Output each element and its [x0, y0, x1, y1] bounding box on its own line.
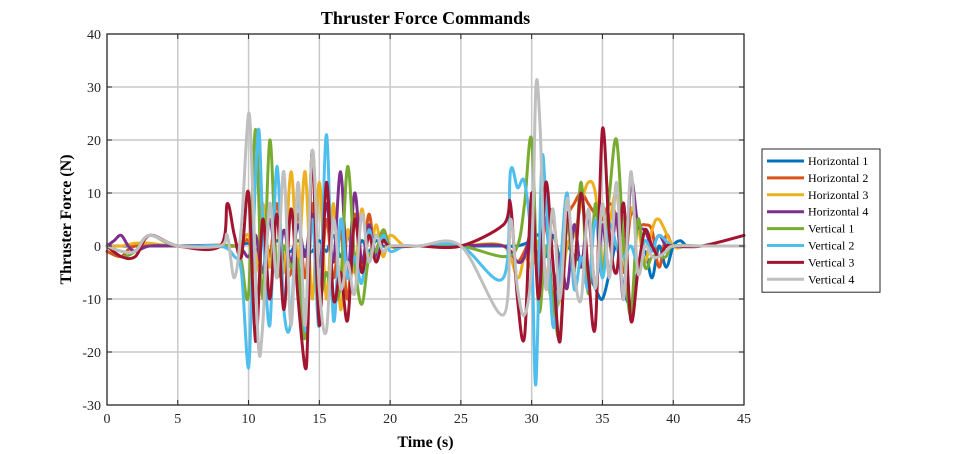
x-tick-label: 10: [242, 412, 256, 427]
x-tick-label: 15: [312, 412, 326, 427]
y-tick-label: 0: [94, 240, 101, 255]
x-tick-label: 45: [737, 412, 751, 427]
ticks: 0 5 10 15 20 25 30 35 40 45 -30 -20 -10 0 10 20 30 40: [82, 28, 751, 427]
series-line-vertical-2: [105, 127, 746, 387]
x-tick-label: 0: [104, 412, 111, 427]
legend-label: Vertical 2: [808, 239, 854, 253]
x-axis-label: Time (s): [397, 434, 453, 451]
x-tick-label: 25: [454, 412, 468, 427]
series-line-vertical-4: [105, 78, 746, 358]
y-tick-label: 40: [87, 28, 101, 43]
legend-label: Horizontal 3: [808, 188, 868, 202]
x-tick-label: 35: [595, 412, 609, 427]
x-tick-label: 30: [525, 412, 539, 427]
y-tick-label: 10: [87, 187, 101, 202]
y-tick-label: 20: [87, 134, 101, 149]
legend: Horizontal 1 Horizontal 2 Horizontal 3 Hori…: [761, 148, 881, 293]
x-tick-label: 5: [174, 412, 181, 427]
series-layer: [105, 78, 746, 387]
y-tick-label: -10: [82, 293, 101, 308]
legend-box: [761, 148, 881, 293]
y-tick-label: -30: [82, 399, 101, 414]
y-tick-label: 30: [87, 81, 101, 96]
legend-label: Vertical 1: [808, 222, 854, 236]
x-tick-label: 40: [666, 412, 680, 427]
series-line-vertical-3: [105, 126, 746, 371]
legend-label: Vertical 3: [808, 255, 854, 269]
legend-label: Horizontal 4: [808, 205, 868, 219]
y-axis-label: Thruster Force (N): [58, 154, 75, 284]
legend-label: Vertical 4: [808, 272, 854, 286]
chart-title: Thruster Force Commands: [321, 8, 530, 28]
plot-frame: [106, 33, 745, 406]
legend-label: Horizontal 2: [808, 171, 868, 185]
y-tick-label: -20: [82, 346, 101, 361]
x-tick-label: 20: [383, 412, 397, 427]
plot-area: [107, 34, 744, 405]
legend-label: Horizontal 1: [808, 154, 868, 168]
